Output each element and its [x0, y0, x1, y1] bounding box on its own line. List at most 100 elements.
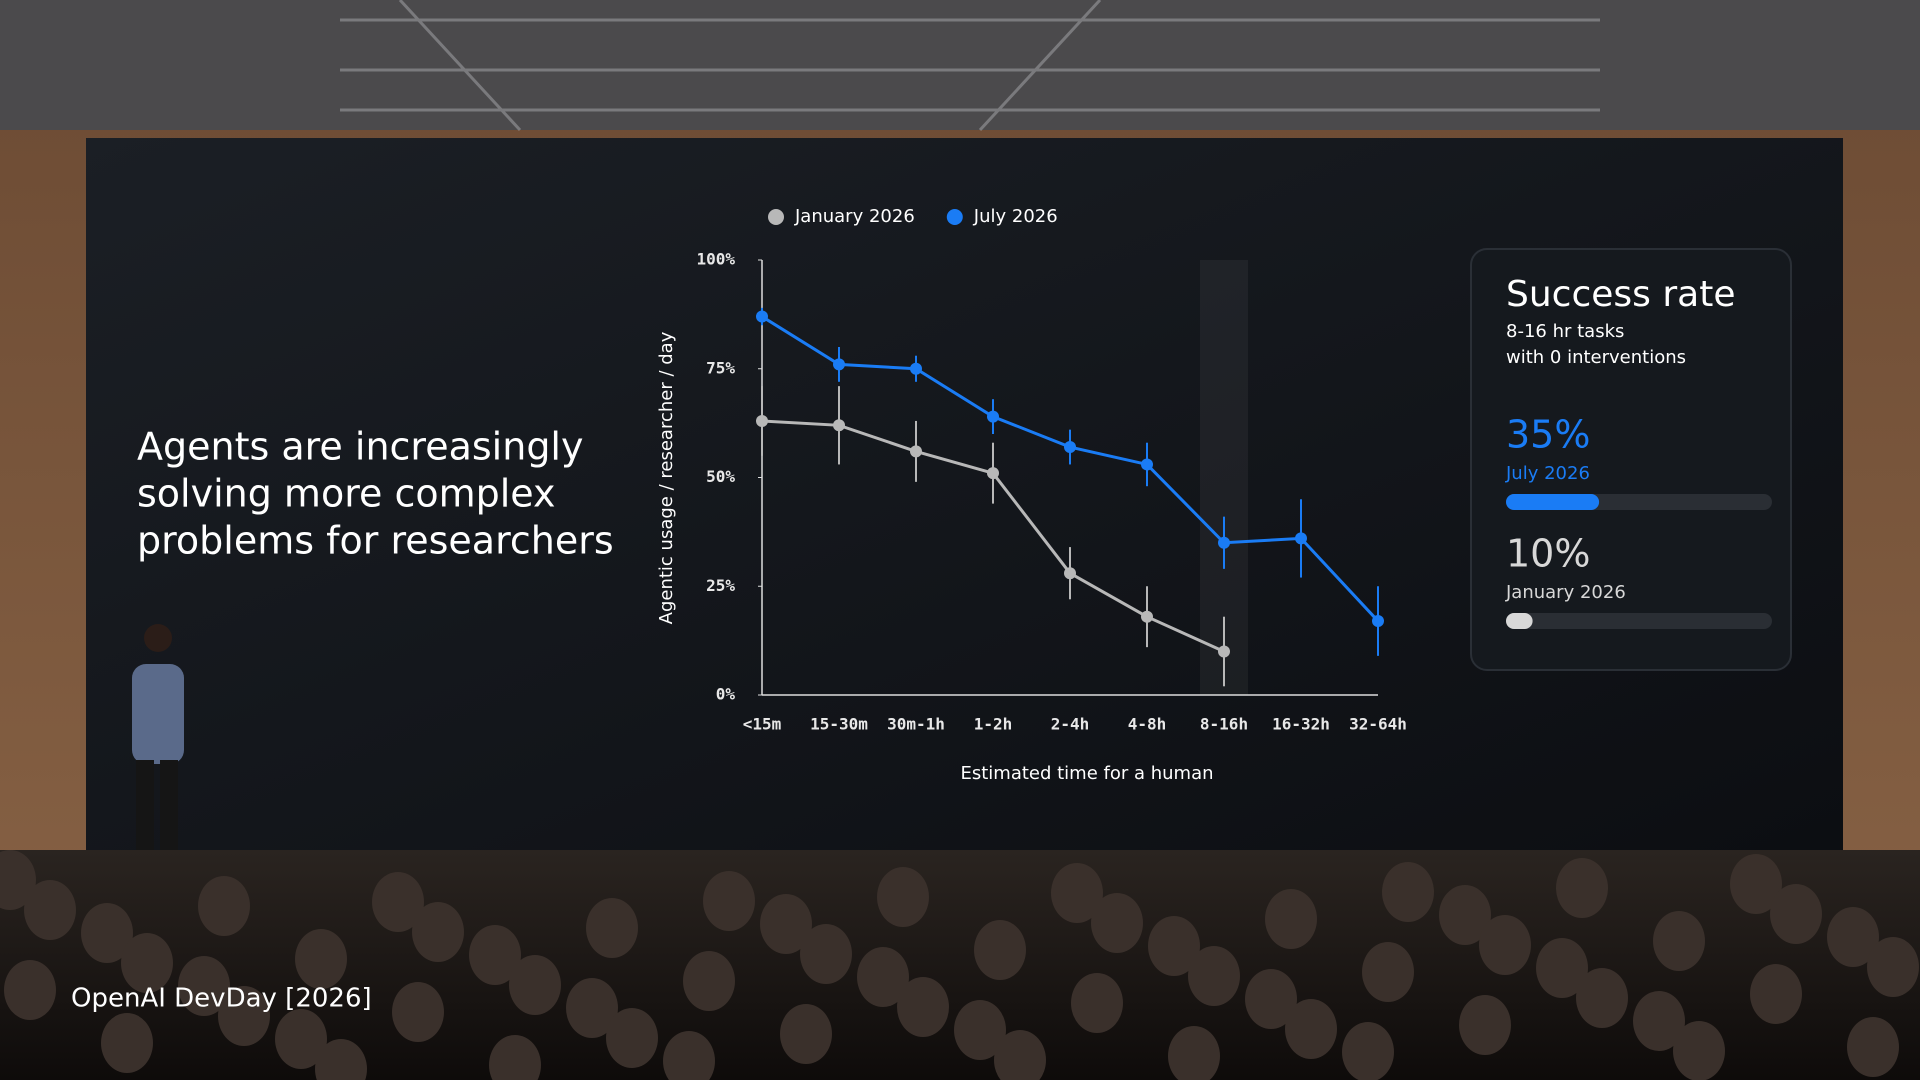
x-tick-label: 1-2h: [974, 715, 1013, 734]
head: [1148, 916, 1200, 976]
head: [780, 1004, 832, 1064]
head: [218, 986, 270, 1046]
headline-line: Agents are increasingly: [137, 425, 583, 469]
success-panel: Success rate 8-16 hr tasks with 0 interven…: [1470, 248, 1792, 671]
rate-bar: [1506, 494, 1600, 510]
head: [295, 929, 347, 989]
point: [1141, 458, 1153, 471]
head: [1750, 964, 1802, 1024]
head: [1653, 911, 1705, 971]
point: [1372, 615, 1384, 628]
head: [412, 902, 464, 962]
head: [81, 903, 133, 963]
point: [1064, 567, 1076, 580]
x-tick-label: 30m-1h: [887, 715, 945, 734]
head: [0, 850, 36, 910]
panel-subtitle: with 0 interventions: [1506, 347, 1686, 368]
head: [954, 1000, 1006, 1060]
truss: [340, 0, 1600, 132]
legend-label: January 2026: [794, 206, 915, 227]
legend-swatch: [946, 209, 963, 225]
head: [606, 1008, 658, 1068]
head: [857, 947, 909, 1007]
rate-track: [1506, 613, 1772, 629]
head: [489, 1035, 541, 1080]
x-tick-label: 2-4h: [1051, 715, 1090, 734]
head: [1188, 946, 1240, 1006]
head: [994, 1030, 1046, 1080]
y-tick-label: 75%: [706, 358, 735, 377]
head: [1847, 1017, 1899, 1077]
point: [1141, 610, 1153, 623]
head: [4, 960, 56, 1020]
head: [1439, 885, 1491, 945]
point: [1218, 536, 1230, 549]
x-tick-label: <15m: [743, 715, 782, 734]
point: [987, 467, 999, 480]
head: [275, 1009, 327, 1069]
chart: 0% 25% 50% 75% 100% <15m 15-30m 30m-1h 1-2h 2-4h 4…: [656, 206, 1407, 784]
point: [833, 419, 845, 432]
head: [372, 872, 424, 932]
x-tick-label: 8-16h: [1200, 715, 1248, 734]
head: [1459, 995, 1511, 1055]
point: [756, 310, 768, 323]
head: [1091, 893, 1143, 953]
head: [509, 955, 561, 1015]
rate-bar: [1506, 613, 1533, 629]
head: [392, 982, 444, 1042]
head: [24, 880, 76, 940]
rate-name: January 2026: [1505, 582, 1626, 603]
point: [1064, 441, 1076, 454]
x-tick-label: 32-64h: [1349, 715, 1407, 734]
head: [1265, 889, 1317, 949]
head: [800, 924, 852, 984]
head: [1867, 937, 1919, 997]
x-tick-label: 15-30m: [810, 715, 868, 734]
head: [1827, 907, 1879, 967]
head: [198, 876, 250, 936]
watermark: OpenAI DevDay [2026]: [71, 984, 372, 1014]
point: [1218, 645, 1230, 658]
x-tick-label: 16-32h: [1272, 715, 1330, 734]
head: [1051, 863, 1103, 923]
point: [910, 362, 922, 375]
head: [1770, 884, 1822, 944]
audience-heads: [0, 850, 1919, 1080]
panel-box: [1470, 248, 1792, 671]
point: [910, 445, 922, 458]
head: [974, 920, 1026, 980]
headline-line: problems for researchers: [137, 519, 614, 563]
head: [1245, 969, 1297, 1029]
head: [1633, 991, 1685, 1051]
head: [121, 933, 173, 993]
head: [683, 951, 735, 1011]
head: [897, 977, 949, 1037]
head: [1536, 938, 1588, 998]
head: [1556, 858, 1608, 918]
x-axis-title: Estimated time for a human: [960, 763, 1213, 784]
head: [469, 925, 521, 985]
head: [315, 1039, 367, 1080]
head: [178, 956, 230, 1016]
panel-subtitle: 8-16 hr tasks: [1506, 321, 1624, 342]
head: [703, 871, 755, 931]
head: [1362, 942, 1414, 1002]
y-tick-label: 100%: [696, 250, 735, 269]
head: [1479, 915, 1531, 975]
head: [760, 894, 812, 954]
head: [1673, 1021, 1725, 1080]
head: [1285, 999, 1337, 1059]
y-tick-label: 0%: [716, 685, 736, 704]
head: [1382, 862, 1434, 922]
y-tick-label: 25%: [706, 576, 735, 595]
panel-title: Success rate: [1506, 274, 1735, 315]
head: [566, 978, 618, 1038]
point: [1295, 532, 1307, 545]
ceiling: [0, 0, 1920, 130]
point: [756, 414, 768, 427]
head: [101, 1013, 153, 1073]
head: [1730, 854, 1782, 914]
